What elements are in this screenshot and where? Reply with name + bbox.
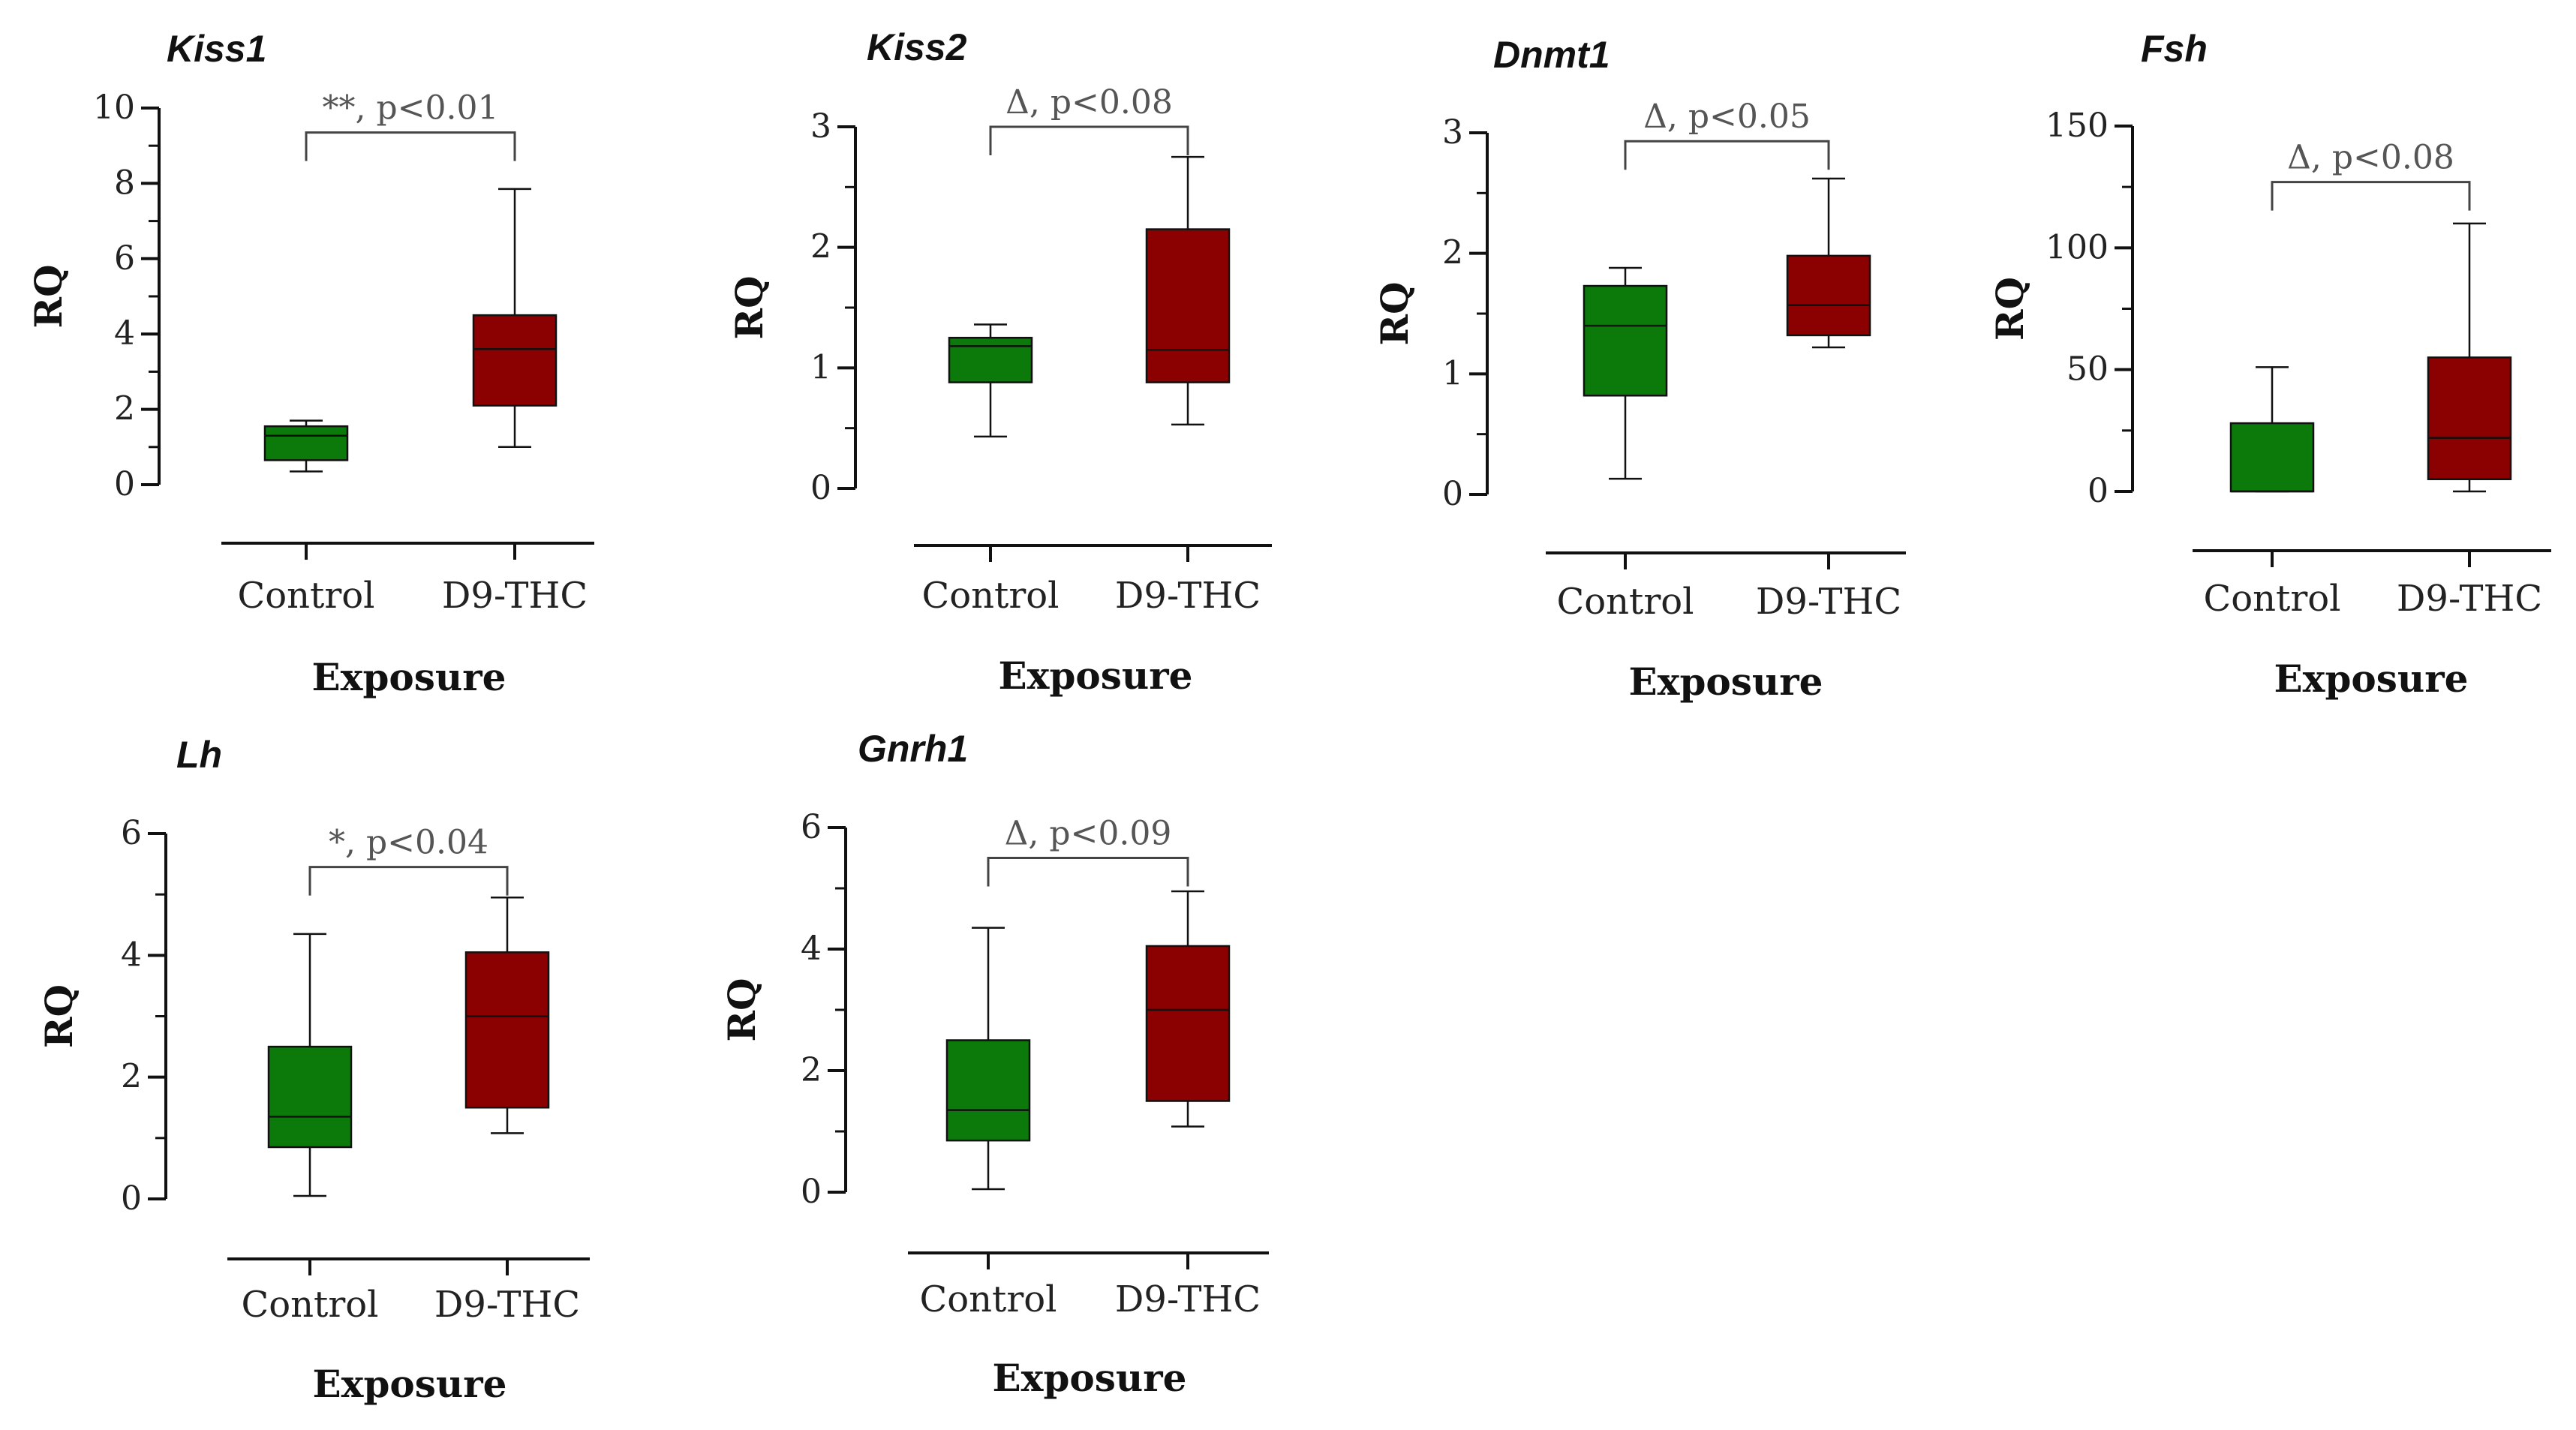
significance-bracket [305, 131, 516, 161]
category-label-d9-thc: D9-THC [434, 1284, 580, 1326]
panel-title-lh: Lh [176, 734, 222, 776]
y-axis-title: RQ [727, 275, 771, 339]
significance-label: Δ, p<0.08 [1005, 83, 1173, 122]
y-tick-label: 6 [121, 814, 142, 852]
y-tick-label: 2 [1442, 234, 1463, 272]
x-axis-title: Exposure [999, 653, 1193, 698]
y-tick-label: 2 [121, 1058, 142, 1096]
significance-label: *, p<0.04 [329, 824, 488, 862]
y-tick-label: 0 [2088, 472, 2109, 510]
panel-title-dnmt1: Dnmt1 [1493, 34, 1610, 76]
y-tick-label: 1 [1442, 354, 1463, 392]
y-axis-title: RQ [26, 264, 71, 328]
y-axis-title: RQ [1988, 277, 2032, 341]
y-tick-label: 0 [801, 1173, 822, 1211]
y-tick-label: 0 [1442, 475, 1463, 513]
y-tick-label: 0 [114, 465, 135, 503]
y-axis-title: RQ [1372, 281, 1417, 345]
panel-title-kiss2: Kiss2 [867, 26, 967, 68]
y-tick-label: 0 [121, 1179, 142, 1218]
y-tick-label: 6 [801, 808, 822, 846]
box-d9-thc [1145, 945, 1231, 1102]
significance-bracket [989, 125, 1189, 155]
box-control [945, 1039, 1031, 1142]
y-tick-label: 6 [114, 239, 135, 278]
y-tick-label: 2 [801, 1051, 822, 1089]
x-axis-title: Exposure [1629, 659, 1823, 704]
y-tick-label: 50 [2067, 350, 2109, 389]
category-label-control: Control [241, 1284, 378, 1326]
category-label-control: Control [237, 575, 374, 617]
y-tick-label: 0 [810, 469, 831, 507]
y-axis-title: RQ [37, 984, 81, 1048]
significance-label: Δ, p<0.05 [1643, 98, 1811, 136]
category-label-d9-thc: D9-THC [2397, 578, 2542, 620]
y-tick-label: 10 [93, 89, 135, 127]
box-control [2229, 422, 2315, 493]
box-d9-thc [472, 314, 558, 407]
x-axis-title: Exposure [993, 1356, 1187, 1400]
box-control [267, 1045, 353, 1149]
category-label-d9-thc: D9-THC [1115, 575, 1261, 617]
y-tick-label: 8 [114, 164, 135, 202]
significance-label: Δ, p<0.08 [2287, 139, 2454, 177]
y-tick-label: 3 [810, 107, 831, 146]
significance-label: Δ, p<0.09 [1005, 815, 1172, 853]
category-label-control: Control [2203, 578, 2340, 620]
y-tick-label: 4 [121, 936, 142, 974]
box-control [263, 425, 349, 461]
category-label-control: Control [1556, 581, 1694, 623]
category-label-control: Control [919, 1278, 1057, 1320]
panel-title-fsh: Fsh [2141, 28, 2208, 70]
significance-bracket [2271, 181, 2471, 211]
y-tick-label: 2 [114, 390, 135, 428]
box-d9-thc [1786, 254, 1871, 337]
category-label-d9-thc: D9-THC [1756, 581, 1901, 623]
y-tick-label: 150 [2045, 107, 2109, 145]
x-axis-title: Exposure [313, 1362, 507, 1406]
box-d9-thc [464, 951, 550, 1109]
category-label-control: Control [921, 575, 1059, 617]
y-tick-label: 100 [2045, 228, 2109, 266]
category-label-d9-thc: D9-THC [1115, 1278, 1261, 1320]
y-tick-label: 4 [801, 930, 822, 968]
box-control [1583, 284, 1668, 397]
x-axis-title: Exposure [312, 655, 506, 699]
category-label-d9-thc: D9-THC [442, 575, 588, 617]
significance-label: **, p<0.01 [323, 89, 499, 128]
panel-title-gnrh1: Gnrh1 [858, 728, 968, 770]
significance-bracket [987, 857, 1189, 887]
x-axis-title: Exposure [2274, 656, 2469, 701]
y-tick-label: 2 [810, 228, 831, 266]
significance-bracket [1624, 140, 1830, 170]
significance-bracket [308, 866, 509, 896]
box-d9-thc [2427, 356, 2512, 481]
box-control [948, 336, 1033, 383]
y-tick-label: 1 [810, 348, 831, 386]
y-tick-label: 3 [1442, 113, 1463, 152]
box-d9-thc [1145, 228, 1231, 383]
panel-title-kiss1: Kiss1 [167, 28, 266, 70]
y-axis-title: RQ [720, 978, 764, 1041]
y-tick-label: 4 [114, 314, 135, 353]
